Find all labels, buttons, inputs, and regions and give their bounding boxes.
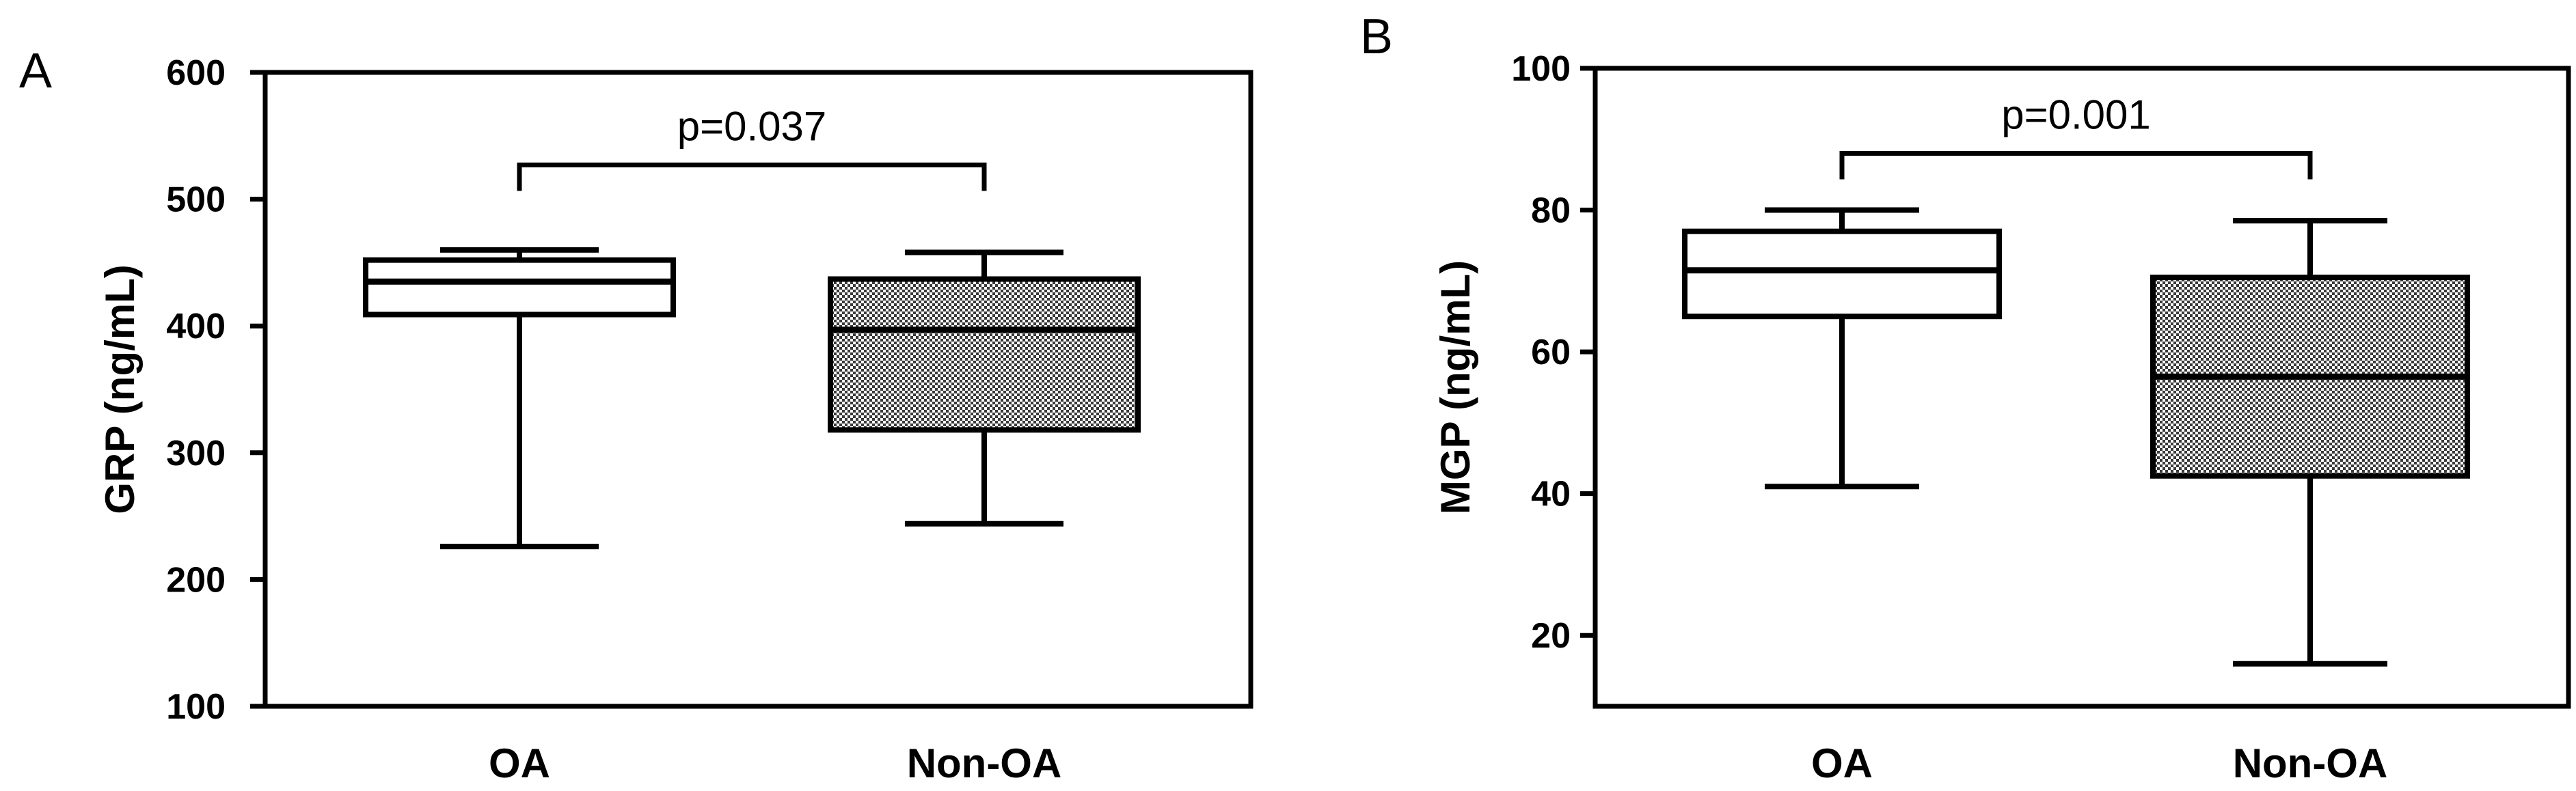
significance-bracket	[517, 162, 987, 191]
y-tick-label: 20	[1531, 616, 1571, 656]
y-tick-label: 500	[166, 180, 226, 220]
y-tick-label: 300	[166, 434, 226, 473]
panel-letter: B	[1360, 10, 1393, 64]
box-oa	[363, 257, 676, 318]
category-label: Non-OA	[2233, 740, 2388, 786]
box-oa	[1682, 228, 2002, 320]
y-tick-label: 60	[1531, 333, 1571, 372]
category-label: Non-OA	[907, 740, 1062, 786]
y-axis-title: GRP (ng/mL)	[97, 264, 143, 514]
panel-letter: A	[19, 44, 52, 98]
plot-frame	[1592, 66, 2571, 709]
plot-frame	[262, 70, 1253, 709]
panel-b: B 20 40 60 80 100 MGP (ng/mL) OA Non-OA p=0.001	[1360, 10, 2571, 786]
panel-a: A 100 200 300 400 500 600 GRP (ng/mL) OA Non-OA p=…	[19, 44, 1253, 786]
category-label: OA	[1811, 740, 1873, 786]
p-value-label: p=0.037	[677, 103, 827, 149]
y-tick-label: 40	[1531, 475, 1571, 514]
y-tick-label: 200	[166, 560, 226, 600]
category-label: OA	[489, 740, 550, 786]
box-non-oa	[828, 276, 1141, 433]
y-tick-label: 100	[166, 687, 226, 727]
y-tick-label: 600	[166, 53, 226, 93]
y-tick-label: 80	[1531, 191, 1571, 231]
significance-bracket	[1839, 151, 2313, 180]
p-value-label: p=0.001	[2001, 92, 2151, 138]
y-axis-title: MGP (ng/mL)	[1433, 260, 1478, 514]
y-tick-label: 400	[166, 307, 226, 346]
y-tick-label: 100	[1511, 49, 1571, 89]
